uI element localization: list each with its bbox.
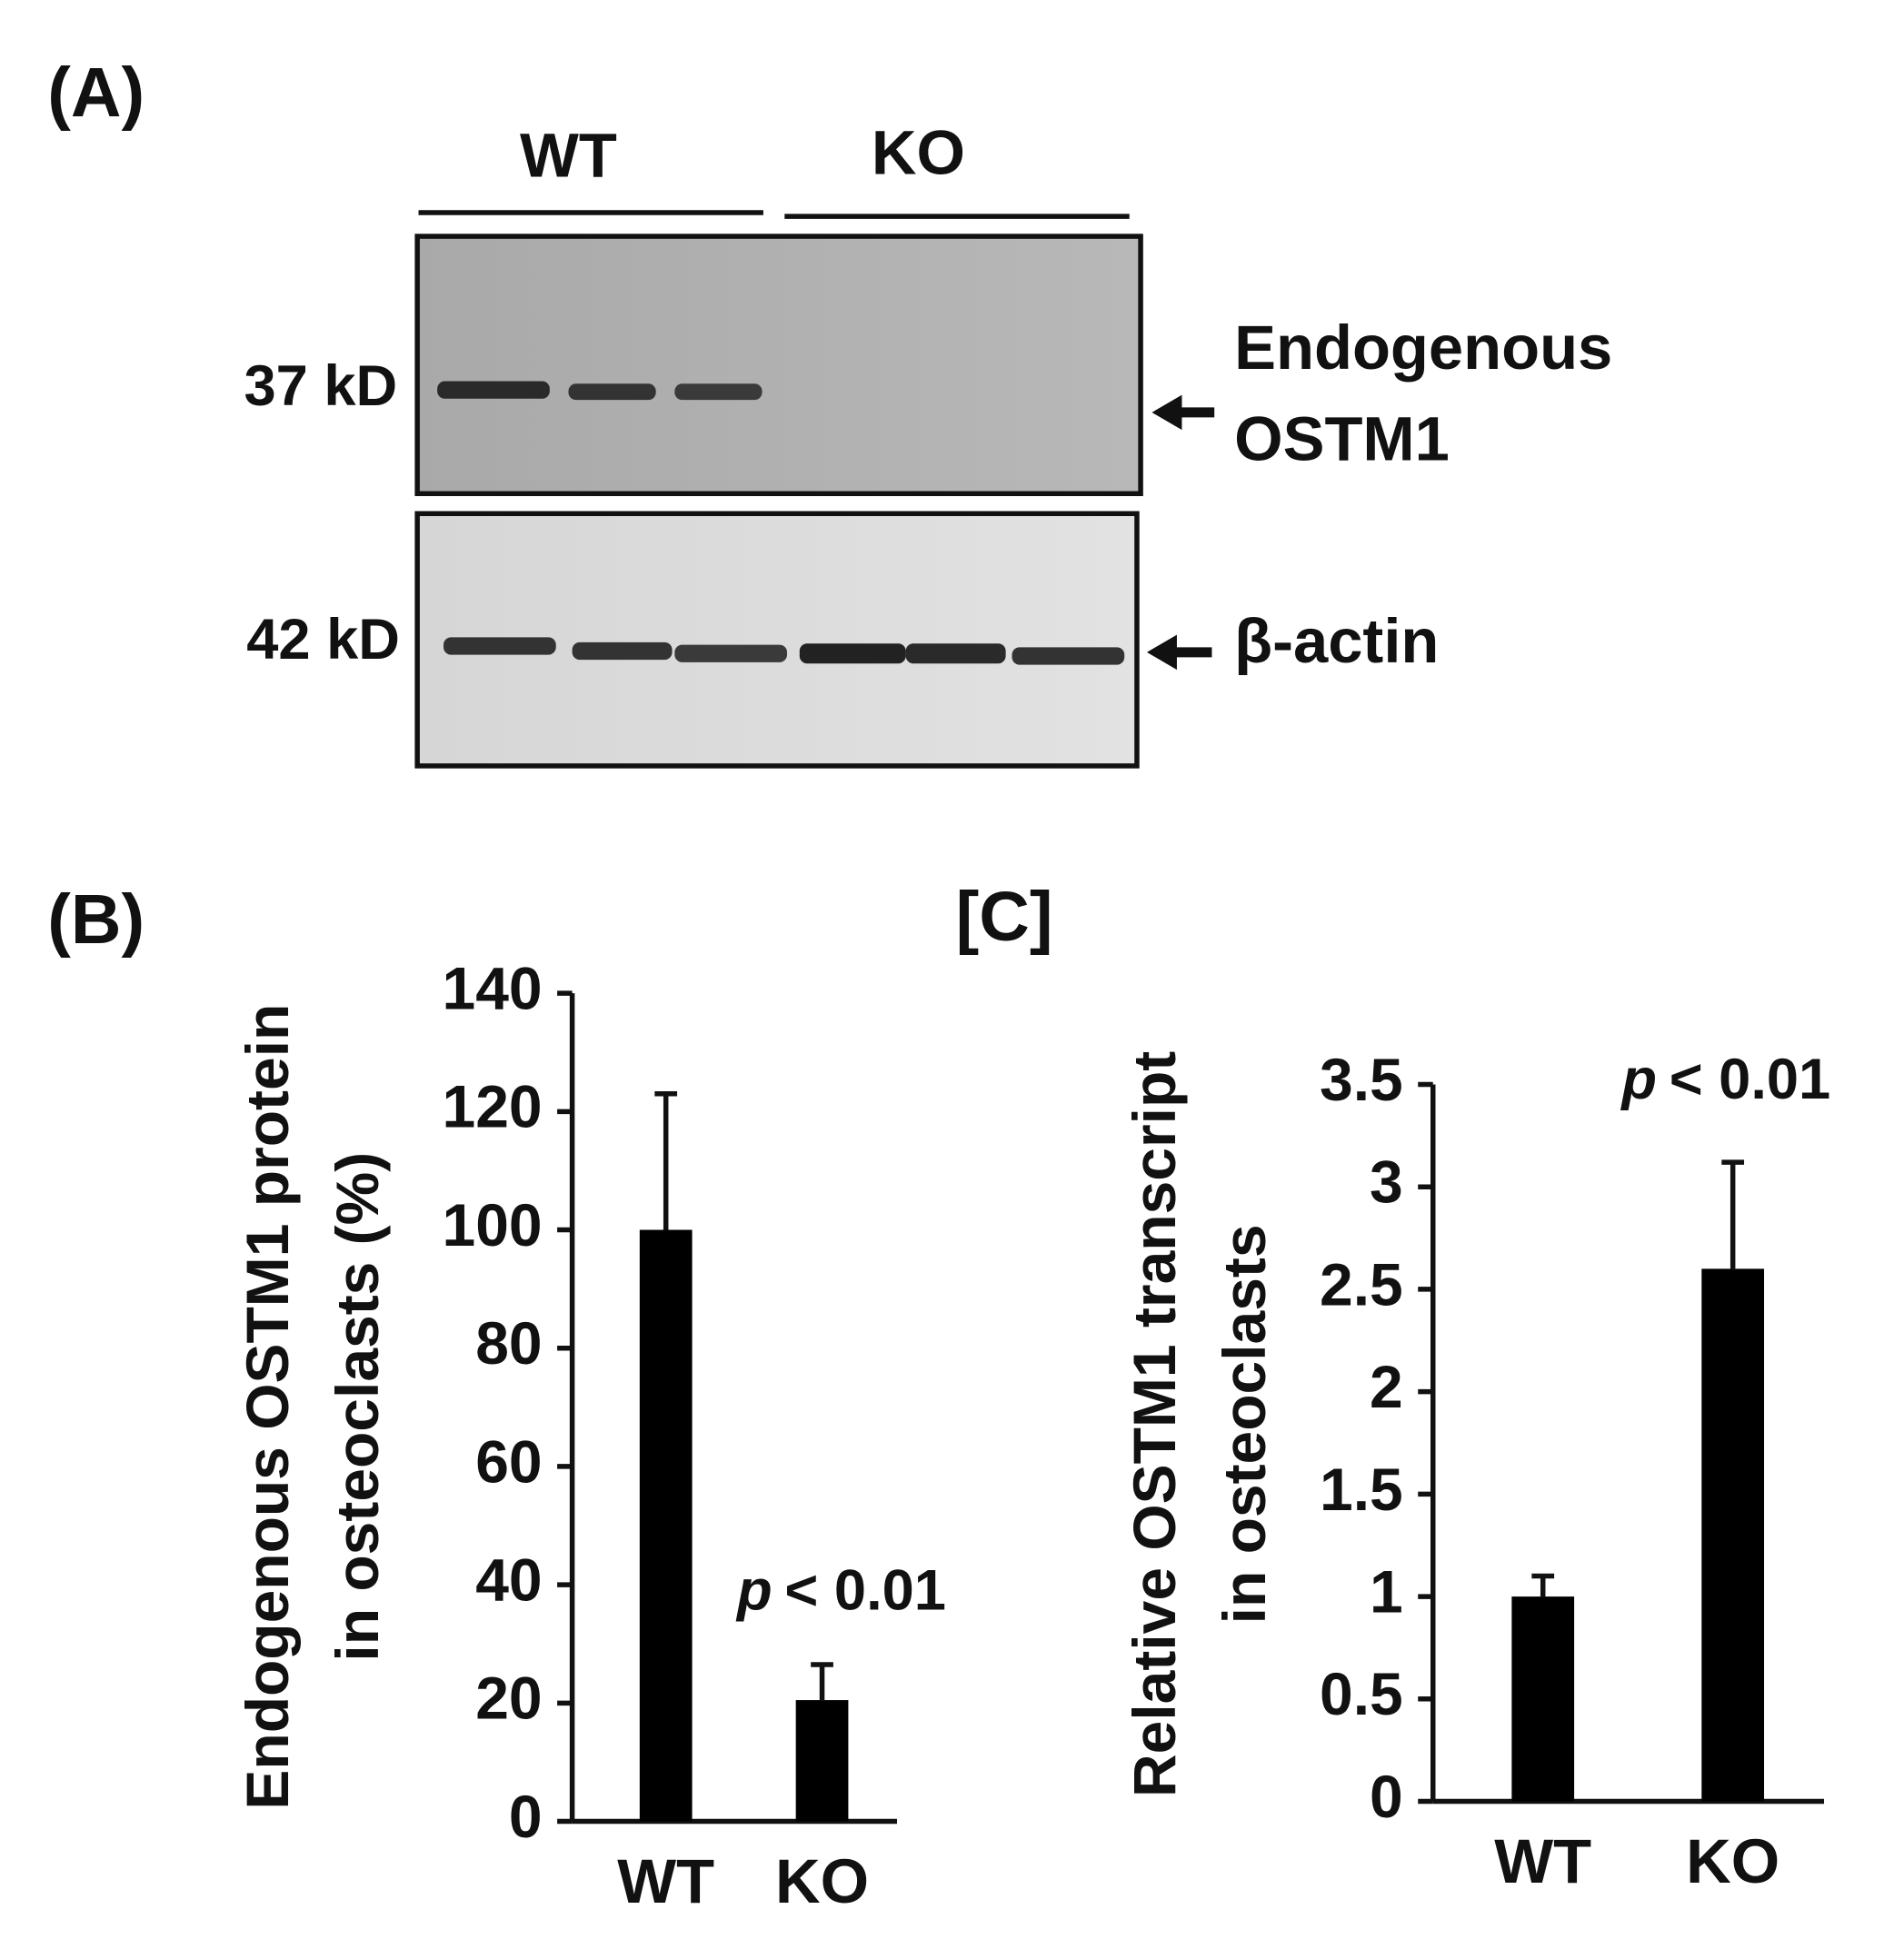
y-tick-label: 120 <box>443 1073 543 1140</box>
y-tick-label: 1 <box>1370 1558 1403 1626</box>
y-tick-label: 0 <box>1370 1763 1403 1830</box>
x-tick-label: KO <box>775 1846 869 1916</box>
target-label: OSTM1 <box>1234 403 1450 473</box>
band <box>674 644 788 662</box>
y-tick-label: 20 <box>475 1665 542 1732</box>
panel-label: (A) <box>47 54 145 132</box>
y-tick-label: 3 <box>1370 1149 1403 1216</box>
marker-label: 37 kD <box>244 354 397 418</box>
band <box>1012 647 1125 665</box>
x-tick-label: WT <box>1494 1826 1591 1896</box>
y-tick-label: 0.5 <box>1320 1660 1403 1727</box>
annotation-italic: p <box>1620 1048 1657 1111</box>
panel-label: [C] <box>956 878 1053 956</box>
target-label: β-actin <box>1234 606 1439 676</box>
y-axis-label: in osteoclasts (%) <box>324 1152 391 1662</box>
y-tick-label: 40 <box>475 1546 542 1614</box>
y-axis-label: Endogenous OSTM1 protein <box>234 1004 301 1810</box>
band <box>674 383 763 401</box>
y-axis-label: in osteoclasts <box>1211 1224 1278 1624</box>
bar <box>1701 1268 1765 1802</box>
band <box>905 643 1006 664</box>
annotation: p < 0.01 <box>1620 1048 1830 1111</box>
blot-membrane <box>414 234 1143 497</box>
x-tick-label: WT <box>617 1846 714 1916</box>
y-tick-label: 2.5 <box>1320 1250 1403 1318</box>
annotation-italic: p <box>735 1558 773 1622</box>
band <box>572 641 673 661</box>
y-tick-label: 60 <box>475 1427 542 1495</box>
y-tick-label: 2 <box>1370 1353 1403 1420</box>
blot-panel: (A) WT KO 37 kD 42 kD Endogenous OSTM1 β… <box>47 54 1612 769</box>
annotation-text: < 0.01 <box>784 1558 946 1622</box>
annotation-text: < 0.01 <box>1670 1048 1831 1111</box>
band <box>799 643 906 664</box>
bar <box>795 1700 849 1822</box>
y-tick-label: 3.5 <box>1320 1046 1403 1113</box>
band <box>444 637 556 655</box>
y-tick-label: 1.5 <box>1320 1456 1403 1523</box>
bar <box>639 1229 693 1822</box>
y-axis-label: Relative OSTM1 transcript <box>1121 1051 1188 1797</box>
group-label: WT <box>520 120 617 190</box>
y-tick-label: 0 <box>509 1783 543 1850</box>
band <box>437 381 550 399</box>
target-label: Endogenous <box>1234 313 1612 383</box>
band <box>568 383 656 401</box>
marker-label: 42 kD <box>246 608 400 671</box>
y-tick-label: 140 <box>443 955 543 1022</box>
group-label: KO <box>872 118 965 188</box>
y-tick-label: 80 <box>475 1309 542 1377</box>
y-tick-label: 100 <box>443 1191 543 1258</box>
x-tick-label: KO <box>1686 1826 1779 1896</box>
arrow <box>1146 634 1212 671</box>
panel-label: (B) <box>47 880 145 959</box>
bar <box>1511 1596 1575 1802</box>
annotation: p < 0.01 <box>735 1558 946 1622</box>
arrow <box>1151 394 1215 431</box>
